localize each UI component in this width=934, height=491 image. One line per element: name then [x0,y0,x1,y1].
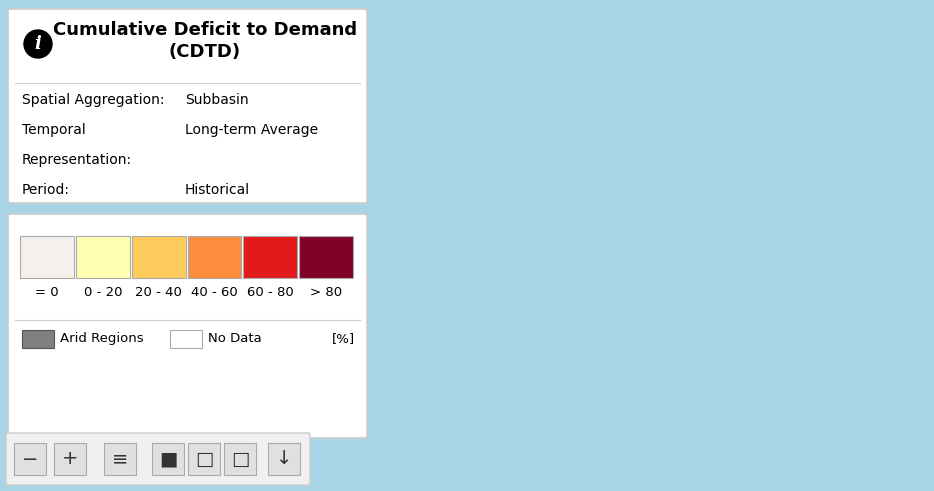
Text: Long-term Average: Long-term Average [185,123,318,137]
Text: ≡: ≡ [112,449,128,468]
Bar [20,236,74,278]
Text: 0 - 20: 0 - 20 [83,286,122,299]
Text: 60 - 80: 60 - 80 [247,286,293,299]
Text: 40 - 60: 40 - 60 [191,286,238,299]
Bar [22,330,54,348]
Bar [76,236,130,278]
Bar [299,236,353,278]
Bar [104,443,136,475]
Bar [224,443,256,475]
Text: No Data: No Data [208,332,262,345]
Text: Period:: Period: [22,183,70,197]
Text: ↓: ↓ [276,449,292,468]
Text: □: □ [195,449,213,468]
Bar [152,443,184,475]
Text: Subbasin: Subbasin [185,93,248,107]
Text: −: − [21,449,38,468]
Text: Spatial Aggregation:: Spatial Aggregation: [22,93,164,107]
FancyBboxPatch shape [6,433,310,485]
Text: 20 - 40: 20 - 40 [135,286,182,299]
Text: Cumulative Deficit to Demand
(CDTD): Cumulative Deficit to Demand (CDTD) [53,21,357,61]
Text: Temporal: Temporal [22,123,86,137]
Text: ■: ■ [159,449,177,468]
Bar [132,236,186,278]
Text: Arid Regions: Arid Regions [60,332,144,345]
FancyBboxPatch shape [8,214,367,438]
Circle shape [24,30,52,58]
Bar [170,330,202,348]
Text: [%]: [%] [332,332,355,345]
Text: > 80: > 80 [310,286,342,299]
Bar [14,443,46,475]
FancyBboxPatch shape [8,9,367,203]
Text: Historical: Historical [185,183,250,197]
Bar [268,443,300,475]
Text: Representation:: Representation: [22,153,132,167]
Text: +: + [62,449,78,468]
Bar [188,236,241,278]
Bar [244,236,297,278]
Text: = 0: = 0 [35,286,59,299]
Bar [188,443,220,475]
Text: □: □ [231,449,249,468]
Text: i: i [35,35,41,53]
Bar [54,443,86,475]
